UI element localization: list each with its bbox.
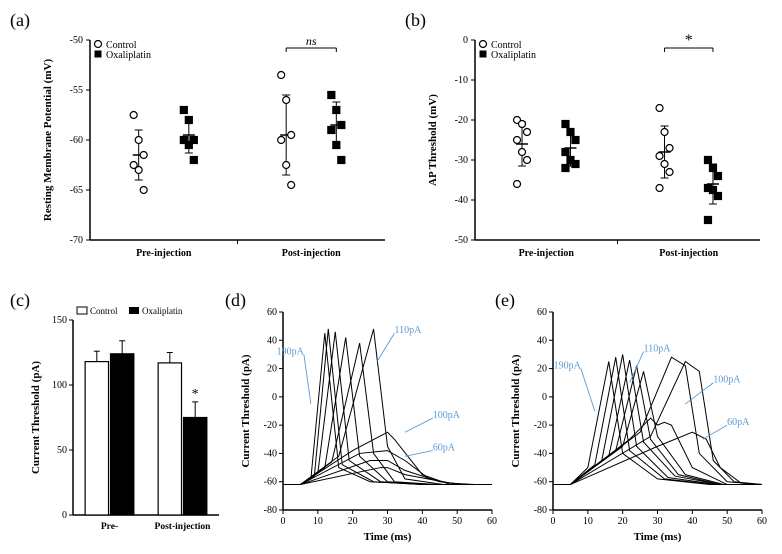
svg-text:150: 150	[52, 315, 67, 326]
svg-text:40: 40	[537, 335, 547, 346]
svg-text:100pA: 100pA	[433, 410, 461, 421]
svg-text:10: 10	[313, 516, 323, 527]
svg-text:Pre-injection: Pre-injection	[136, 248, 192, 259]
svg-text:50: 50	[57, 445, 67, 456]
svg-text:110pA: 110pA	[644, 344, 672, 355]
svg-text:60pA: 60pA	[727, 417, 750, 428]
svg-text:Oxaliplatin: Oxaliplatin	[491, 50, 536, 61]
svg-text:-60: -60	[534, 477, 547, 488]
svg-text:AP Threshold (mV): AP Threshold (mV)	[427, 94, 439, 186]
svg-text:Post-injection: Post-injection	[282, 248, 341, 259]
svg-text:60pA: 60pA	[433, 443, 456, 454]
svg-text:0: 0	[551, 516, 556, 527]
svg-text:60: 60	[757, 516, 767, 527]
svg-text:20: 20	[618, 516, 628, 527]
svg-text:Current Threshold (pA): Current Threshold (pA)	[510, 354, 522, 467]
svg-text:60: 60	[487, 516, 497, 527]
svg-text:0: 0	[62, 510, 67, 521]
svg-text:-30: -30	[455, 155, 468, 166]
svg-text:0: 0	[463, 35, 468, 46]
chart-d: -80 -60 -40 -20 0 20 40 60 0 10 20 30 40 50 60 Current …	[235, 300, 500, 550]
svg-text:-40: -40	[264, 448, 277, 459]
svg-text:Post-injection: Post-injection	[659, 248, 718, 259]
svg-text:60: 60	[267, 307, 277, 318]
svg-text:10: 10	[583, 516, 593, 527]
svg-text:20: 20	[348, 516, 358, 527]
svg-text:40: 40	[687, 516, 697, 527]
svg-text:30: 30	[653, 516, 663, 527]
svg-text:-80: -80	[534, 505, 547, 516]
svg-text:50: 50	[722, 516, 732, 527]
svg-text:30: 30	[383, 516, 393, 527]
svg-text:20: 20	[537, 364, 547, 375]
svg-text:Post-injection: Post-injection	[155, 522, 212, 532]
svg-text:0: 0	[272, 392, 277, 403]
svg-text:Current Threshold (pA): Current Threshold (pA)	[240, 354, 252, 467]
svg-text:40: 40	[417, 516, 427, 527]
svg-text:Pre-injection: Pre-injection	[519, 248, 575, 259]
svg-text:ns: ns	[306, 34, 317, 48]
svg-text:-80: -80	[264, 505, 277, 516]
svg-text:50: 50	[452, 516, 462, 527]
svg-text:0: 0	[542, 392, 547, 403]
svg-text:-70: -70	[70, 235, 83, 246]
svg-text:-40: -40	[455, 195, 468, 206]
svg-text:190pA: 190pA	[554, 361, 582, 372]
svg-text:-10: -10	[455, 75, 468, 86]
panel-label-a: (a)	[10, 10, 30, 31]
svg-text:-65: -65	[70, 185, 83, 196]
chart-a: -70 -65 -60 -55 -50 Resting Membrane Potentia…	[35, 20, 395, 280]
svg-text:Control: Control	[90, 306, 118, 316]
svg-text:-20: -20	[264, 420, 277, 431]
svg-text:100: 100	[52, 380, 67, 391]
svg-text:60: 60	[537, 307, 547, 318]
svg-text:-60: -60	[264, 477, 277, 488]
chart-e: -80 -60 -40 -20 0 20 40 60 0 10 20 30 40 50 60 Current …	[505, 300, 770, 550]
svg-text:-20: -20	[455, 115, 468, 126]
svg-text:-60: -60	[70, 135, 83, 146]
svg-text:Oxaliplatin: Oxaliplatin	[106, 50, 151, 61]
svg-text:-20: -20	[534, 420, 547, 431]
svg-text:-55: -55	[70, 85, 83, 96]
svg-text:*: *	[685, 32, 693, 49]
svg-text:Oxaliplatin: Oxaliplatin	[142, 306, 183, 316]
svg-text:100pA: 100pA	[713, 375, 741, 386]
svg-text:-40: -40	[534, 448, 547, 459]
chart-c: 0 50 100 150 Current Threshold (pA) Pre- Post-…	[25, 300, 225, 550]
svg-text:40: 40	[267, 335, 277, 346]
svg-text:20: 20	[267, 364, 277, 375]
svg-text:110pA: 110pA	[394, 325, 422, 336]
svg-text:Time (ms): Time (ms)	[364, 531, 412, 543]
svg-text:-50: -50	[455, 235, 468, 246]
svg-text:-50: -50	[70, 35, 83, 46]
svg-text:Time (ms): Time (ms)	[634, 531, 682, 543]
svg-text:Current Threshold (pA): Current Threshold (pA)	[30, 361, 42, 474]
svg-text:0: 0	[281, 516, 286, 527]
svg-text:Resting Membrane Potential (mV: Resting Membrane Potential (mV)	[42, 59, 54, 222]
svg-text:*: *	[192, 387, 199, 402]
svg-text:Pre-: Pre-	[101, 522, 118, 532]
chart-b: -50 -40 -30 -20 -10 0 AP Threshold (mV) Pre-inj…	[420, 20, 770, 280]
svg-text:190pA: 190pA	[277, 346, 305, 357]
